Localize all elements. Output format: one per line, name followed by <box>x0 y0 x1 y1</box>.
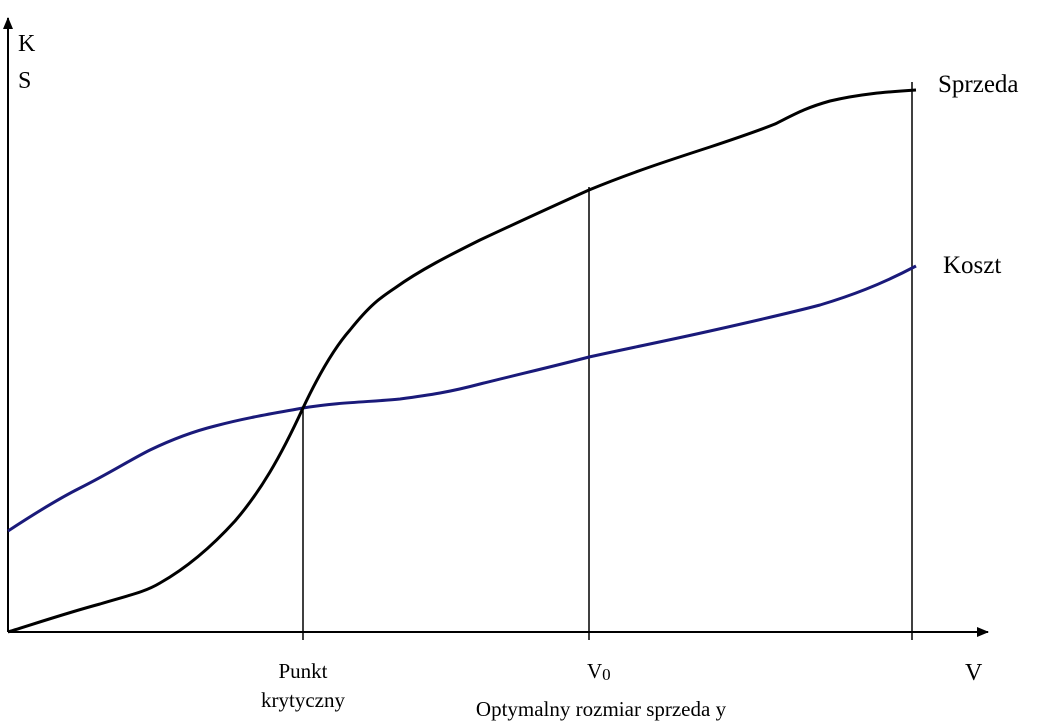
critical-point-label-line1: Punkt <box>278 659 327 683</box>
optimal-volume-label: V0 <box>587 659 611 684</box>
x-axis-label-v: V <box>965 660 983 686</box>
y-axis-label-s: S <box>18 68 31 94</box>
sales-curve-label: Sprzeda <box>938 71 1019 98</box>
optimal-volume-subscript: 0 <box>602 665 611 684</box>
optimal-volume-caption: Optymalny rozmiar sprzeda y <box>476 697 727 721</box>
sales-curve <box>7 88 917 634</box>
critical-point-label-line2: krytyczny <box>261 688 345 712</box>
cost-curve-label: Koszt <box>943 252 1001 279</box>
optimal-volume-v: V <box>587 659 602 683</box>
cost-curve <box>7 264 917 533</box>
y-axis-label-k: K <box>18 31 36 57</box>
